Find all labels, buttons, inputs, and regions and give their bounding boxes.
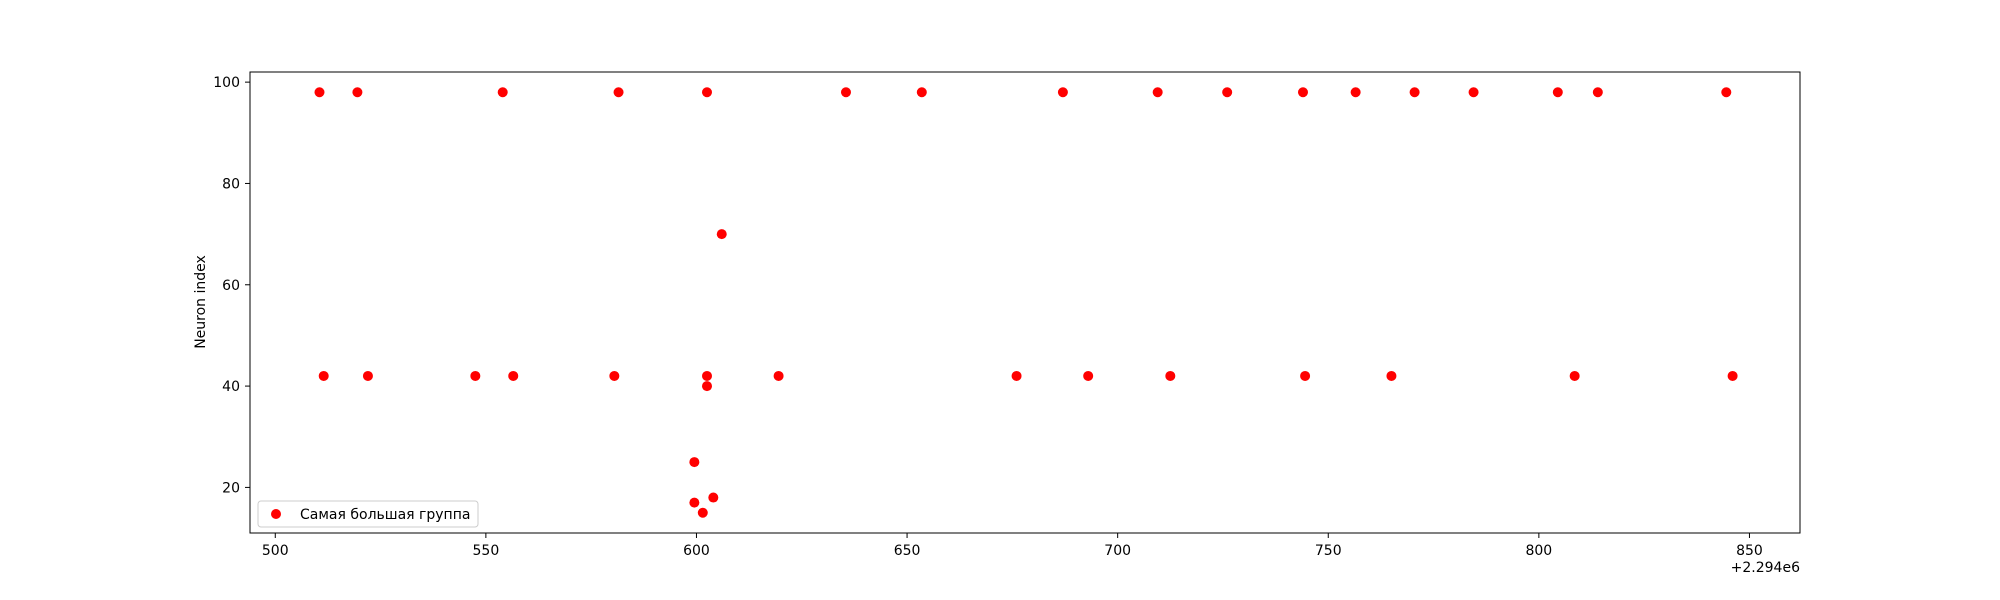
x-tick-label: 650 — [894, 543, 921, 559]
data-point — [1386, 370, 1397, 381]
plot-area — [249, 71, 1801, 534]
y-tick-label: 60 — [222, 278, 240, 294]
data-point — [1569, 370, 1580, 381]
legend: Самая большая группа — [257, 500, 479, 528]
data-point — [362, 370, 373, 381]
legend-marker — [271, 509, 281, 519]
x-tick-label: 600 — [683, 543, 710, 559]
data-point — [613, 87, 624, 98]
x-tick-label: 500 — [262, 543, 289, 559]
data-point — [1165, 370, 1176, 381]
x-axis: 500 550 600 650 700 750 800 850 — [262, 533, 1763, 559]
data-point — [773, 370, 784, 381]
data-point — [708, 492, 719, 503]
data-point — [470, 370, 481, 381]
x-axis-offset-label: +2.294e6 — [1731, 560, 1800, 576]
data-points — [314, 87, 1738, 518]
y-tick-label: 80 — [222, 176, 240, 192]
data-point — [1350, 87, 1361, 98]
data-point — [314, 87, 325, 98]
legend-label: Самая большая группа — [300, 507, 470, 523]
data-point — [1721, 87, 1732, 98]
legend-frame — [257, 500, 479, 528]
x-tick-label: 800 — [1525, 543, 1552, 559]
data-point — [1057, 87, 1068, 98]
y-tick-label: 20 — [222, 480, 240, 496]
data-point — [1083, 370, 1094, 381]
data-point — [1552, 87, 1563, 98]
data-point — [497, 87, 508, 98]
data-point — [508, 370, 519, 381]
data-point — [1152, 87, 1163, 98]
x-tick-label: 700 — [1104, 543, 1131, 559]
x-tick-label: 550 — [473, 543, 500, 559]
data-point — [318, 370, 329, 381]
data-point — [689, 457, 700, 468]
x-tick-label: 750 — [1315, 543, 1342, 559]
data-point — [1297, 87, 1308, 98]
data-point — [609, 370, 620, 381]
data-point — [1011, 370, 1022, 381]
data-point — [916, 87, 927, 98]
data-point — [1727, 370, 1738, 381]
y-axis-label: Neuron index — [193, 255, 209, 349]
data-point — [1300, 370, 1311, 381]
data-point — [840, 87, 851, 98]
data-point — [689, 497, 700, 508]
data-point — [701, 370, 712, 381]
data-point — [1468, 87, 1479, 98]
data-point — [701, 87, 712, 98]
data-point — [716, 229, 727, 240]
data-point — [701, 381, 712, 392]
data-point — [1222, 87, 1233, 98]
y-axis: 20 40 60 80 100 — [213, 75, 250, 496]
data-point — [1409, 87, 1420, 98]
y-tick-label: 100 — [213, 75, 240, 91]
data-point — [352, 87, 363, 98]
data-point — [697, 507, 708, 518]
x-tick-label: 850 — [1736, 543, 1763, 559]
data-point — [1592, 87, 1603, 98]
y-tick-label: 40 — [222, 379, 240, 395]
